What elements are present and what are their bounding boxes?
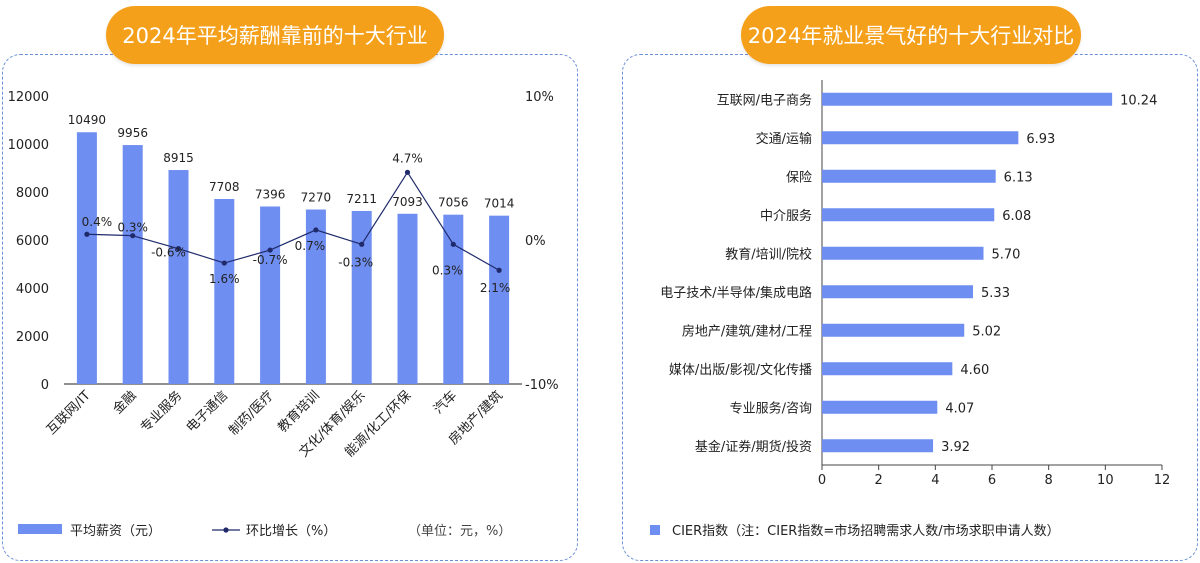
x-tick-label: 8 xyxy=(1045,473,1053,488)
salary-data-label: 7056 xyxy=(438,196,469,210)
y-tick-label: 0 xyxy=(41,378,49,393)
cier-bar xyxy=(822,208,995,222)
left-chart-panel xyxy=(2,54,578,561)
category-label: 交通/运输 xyxy=(756,131,812,147)
growth-point xyxy=(84,231,90,237)
category-label: 中介服务 xyxy=(760,208,812,224)
growth-line xyxy=(86,171,500,271)
cier-bar xyxy=(822,92,1113,106)
growth-point xyxy=(404,169,411,175)
y2-tick-label: -10% xyxy=(525,378,559,393)
cier-data-label: 3.92 xyxy=(941,440,970,455)
legend-line-marker xyxy=(223,527,229,533)
salary-bar xyxy=(351,210,372,384)
y-tick-label: 8000 xyxy=(16,186,49,201)
cier-data-label: 5.70 xyxy=(992,247,1021,262)
growth-point xyxy=(130,233,136,239)
cier-bar xyxy=(822,169,996,183)
cier-bar xyxy=(822,131,1019,145)
cier-data-label: 5.02 xyxy=(972,324,1001,339)
salary-bar xyxy=(489,215,510,384)
category-label: 基金/证券/期货/投资 xyxy=(695,439,812,455)
cier-data-label: 5.33 xyxy=(981,286,1010,301)
salary-data-label: 7396 xyxy=(255,187,286,201)
growth-point xyxy=(175,246,182,252)
cier-data-label: 10.24 xyxy=(1120,93,1157,108)
left-chart-title: 2024年平均薪酬靠前的十大行业 xyxy=(106,6,444,64)
cier-bar xyxy=(822,362,953,376)
y2-tick-label: 0% xyxy=(525,234,546,249)
cier-data-label: 6.08 xyxy=(1002,209,1031,224)
growth-data-label: 2.1% xyxy=(480,281,511,295)
legend-swatch xyxy=(650,525,660,535)
salary-data-label: 8915 xyxy=(163,151,194,165)
growth-data-label: -0.6% xyxy=(151,246,186,260)
growth-data-label: -0.7% xyxy=(253,253,288,267)
salary-bar xyxy=(122,145,143,384)
y-tick-label: 6000 xyxy=(16,234,49,249)
legend-bar-label: 平均薪资（元） xyxy=(70,524,161,539)
growth-point xyxy=(450,241,456,247)
growth-data-label: 0.3% xyxy=(117,221,148,235)
y2-tick-label: 10% xyxy=(525,90,554,105)
category-label: 电子技术/半导体/集成电路 xyxy=(660,285,812,301)
growth-point xyxy=(221,260,227,266)
cier-bar xyxy=(822,323,965,337)
legend-line-label: 环比增长（%） xyxy=(246,524,336,539)
x-tick-label: 4 xyxy=(931,473,939,488)
category-label: 教育/培训/院校 xyxy=(725,246,812,262)
salary-bar xyxy=(397,213,418,384)
cier-data-label: 6.93 xyxy=(1026,132,1055,147)
salary-data-label: 7211 xyxy=(346,192,377,206)
salary-bar xyxy=(76,132,97,384)
x-tick-label: 0 xyxy=(818,473,826,488)
cier-data-label: 6.13 xyxy=(1004,170,1033,185)
category-label: 媒体/出版/影视/文化传播 xyxy=(669,363,812,378)
y-tick-label: 12000 xyxy=(8,90,49,105)
growth-data-label: 4.7% xyxy=(392,151,423,165)
growth-data-label: -0.3% xyxy=(338,255,373,269)
growth-point xyxy=(267,247,273,253)
growth-data-label: 1.6% xyxy=(209,272,240,286)
growth-point xyxy=(313,227,319,233)
growth-point xyxy=(496,267,502,273)
salary-bar xyxy=(305,209,326,384)
salary-bar xyxy=(168,170,189,384)
salary-data-label: 7014 xyxy=(484,197,515,211)
cier-bar xyxy=(822,400,938,414)
cier-bar xyxy=(822,439,934,453)
salary-combo-chart: 0 2000 4000 6000 8000 10000 12000 -10% 0% 10% 1049… xyxy=(8,90,559,539)
x-tick-label: 6 xyxy=(988,473,996,488)
right-chart-title: 2024年就业景气好的十大行业对比 xyxy=(741,6,1081,64)
legend-bar-swatch xyxy=(18,524,62,534)
x-tick-label: 2 xyxy=(875,473,883,488)
cier-data-label: 4.60 xyxy=(960,363,989,378)
category-label: 互联网/电子商务 xyxy=(717,92,812,108)
salary-data-label: 10490 xyxy=(68,113,106,127)
growth-data-label: 0.4% xyxy=(82,215,113,229)
y-tick-label: 2000 xyxy=(16,330,49,345)
salary-data-label: 7093 xyxy=(392,195,423,209)
cier-data-label: 4.07 xyxy=(945,401,974,416)
growth-point xyxy=(359,241,365,247)
y-tick-label: 4000 xyxy=(16,282,49,297)
y-tick-label: 10000 xyxy=(8,138,49,153)
salary-data-label: 9956 xyxy=(117,126,148,140)
cier-bar xyxy=(822,285,974,299)
salary-bar xyxy=(214,199,235,384)
category-label: 保险 xyxy=(786,170,812,185)
x-tick-label: 10 xyxy=(1097,473,1114,488)
salary-data-label: 7270 xyxy=(301,191,332,205)
cier-bar xyxy=(822,246,984,260)
legend-label: CIER指数（注：CIER指数=市场招聘需求人数/市场求职申请人数） xyxy=(672,523,1060,539)
growth-data-label: 0.7% xyxy=(295,239,326,253)
salary-data-label: 7708 xyxy=(209,180,240,194)
unit-note: （单位：元，%） xyxy=(408,524,511,539)
x-tick-label: 12 xyxy=(1154,473,1171,488)
category-label: 专业服务/咨询 xyxy=(730,400,812,416)
growth-data-label: 0.3% xyxy=(432,263,463,277)
category-label: 房地产/建筑/建材/工程 xyxy=(682,323,812,339)
salary-bar xyxy=(443,214,464,384)
